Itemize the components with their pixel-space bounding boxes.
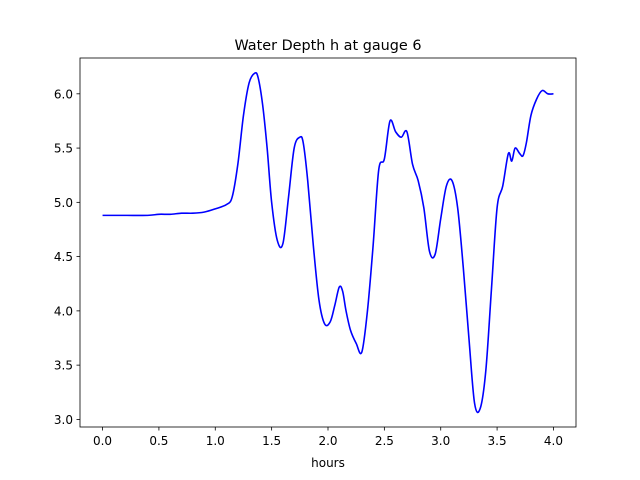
y-tick-label: 4.5 (54, 250, 73, 264)
x-tick-label: 2.0 (318, 434, 337, 448)
series-line (102, 71, 554, 414)
x-tick-label: 1.5 (262, 434, 281, 448)
x-tick-label: 3.0 (431, 434, 450, 448)
y-tick-label: 6.0 (54, 87, 73, 101)
x-tick-label: 3.5 (488, 434, 507, 448)
x-tick-label: 0.0 (93, 434, 112, 448)
chart-title: Water Depth h at gauge 6 (234, 38, 421, 54)
x-axis-label: hours (311, 456, 345, 470)
y-axis-ticks: 3.0 3.5 4.0 4.5 5.0 5.5 6.0 (54, 87, 80, 427)
x-tick-label: 4.0 (544, 434, 563, 448)
plot-layer (102, 71, 554, 414)
y-tick-label: 3.0 (54, 413, 73, 427)
y-tick-label: 3.5 (54, 359, 73, 373)
x-tick-label: 1.0 (206, 434, 225, 448)
y-tick-label: 5.0 (54, 196, 73, 210)
y-tick-label: 4.0 (54, 304, 73, 318)
x-tick-label: 2.5 (375, 434, 394, 448)
y-tick-label: 5.5 (54, 142, 73, 156)
x-axis-ticks: 0.0 0.5 1.0 1.5 2.0 2.5 3.0 3.5 4.0 (93, 427, 563, 448)
x-tick-label: 0.5 (149, 434, 168, 448)
